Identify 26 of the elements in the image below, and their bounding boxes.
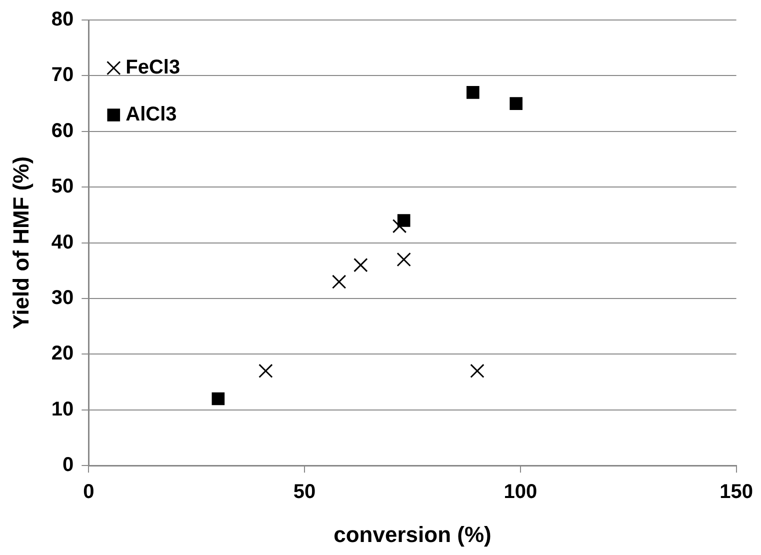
x-tick-label: 50 — [293, 481, 316, 504]
y-tick-label: 10 — [51, 398, 74, 420]
y-tick-label: 40 — [51, 231, 74, 254]
point — [470, 364, 484, 378]
y-tick-label: 80 — [51, 8, 74, 31]
x-tick-label: 150 — [720, 481, 754, 504]
point — [510, 97, 523, 110]
point — [332, 274, 346, 289]
x-axis-title: conversion (%) — [334, 522, 492, 547]
legend-label: FeCl3 — [126, 56, 180, 79]
y-axis-title: Yield of HMF (%) — [8, 156, 34, 330]
y-tick-label: 70 — [51, 64, 74, 86]
point — [212, 392, 225, 406]
x-tick-label: 100 — [504, 481, 538, 504]
point — [396, 252, 411, 267]
y-tick-label: 20 — [51, 342, 74, 365]
y-tick-label: 60 — [51, 120, 74, 142]
y-tick-label: 30 — [51, 287, 74, 310]
x-tick-label: 0 — [83, 481, 94, 504]
point — [354, 258, 368, 272]
legend-label: AlCl3 — [126, 104, 177, 126]
point — [258, 364, 273, 378]
point — [466, 86, 480, 99]
point — [392, 218, 407, 234]
y-tick-label: 50 — [51, 176, 74, 198]
y-tick-label: 0 — [62, 454, 74, 476]
